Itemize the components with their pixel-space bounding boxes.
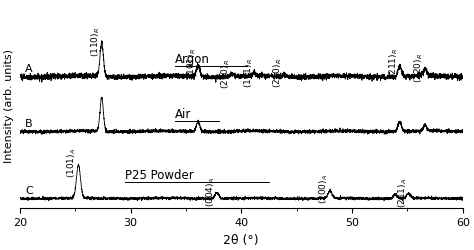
Text: (200)$_A$: (200)$_A$ <box>318 173 330 204</box>
Text: (200)$_R$: (200)$_R$ <box>220 59 232 89</box>
Text: Air: Air <box>175 108 191 121</box>
Text: (101)$_A$: (101)$_A$ <box>66 147 78 177</box>
Text: Argon: Argon <box>175 53 210 66</box>
Text: (211)$_A$: (211)$_A$ <box>396 177 409 207</box>
Text: (101)$_R$: (101)$_R$ <box>186 48 198 78</box>
Text: (211)$_R$: (211)$_R$ <box>387 48 400 78</box>
Text: (004)$_A$: (004)$_A$ <box>204 176 217 206</box>
Text: C: C <box>25 185 33 195</box>
Text: P25 Powder: P25 Powder <box>125 169 194 181</box>
Y-axis label: Intensity (arb. units): Intensity (arb. units) <box>4 49 14 163</box>
Text: B: B <box>25 118 33 128</box>
Text: (110)$_R$: (110)$_R$ <box>89 27 102 57</box>
Text: (111)$_R$: (111)$_R$ <box>242 58 255 88</box>
X-axis label: 2θ (°): 2θ (°) <box>223 233 259 246</box>
Text: (210)$_R$: (210)$_R$ <box>272 57 284 87</box>
Text: A: A <box>25 64 33 74</box>
Text: (220)$_R$: (220)$_R$ <box>413 53 425 83</box>
